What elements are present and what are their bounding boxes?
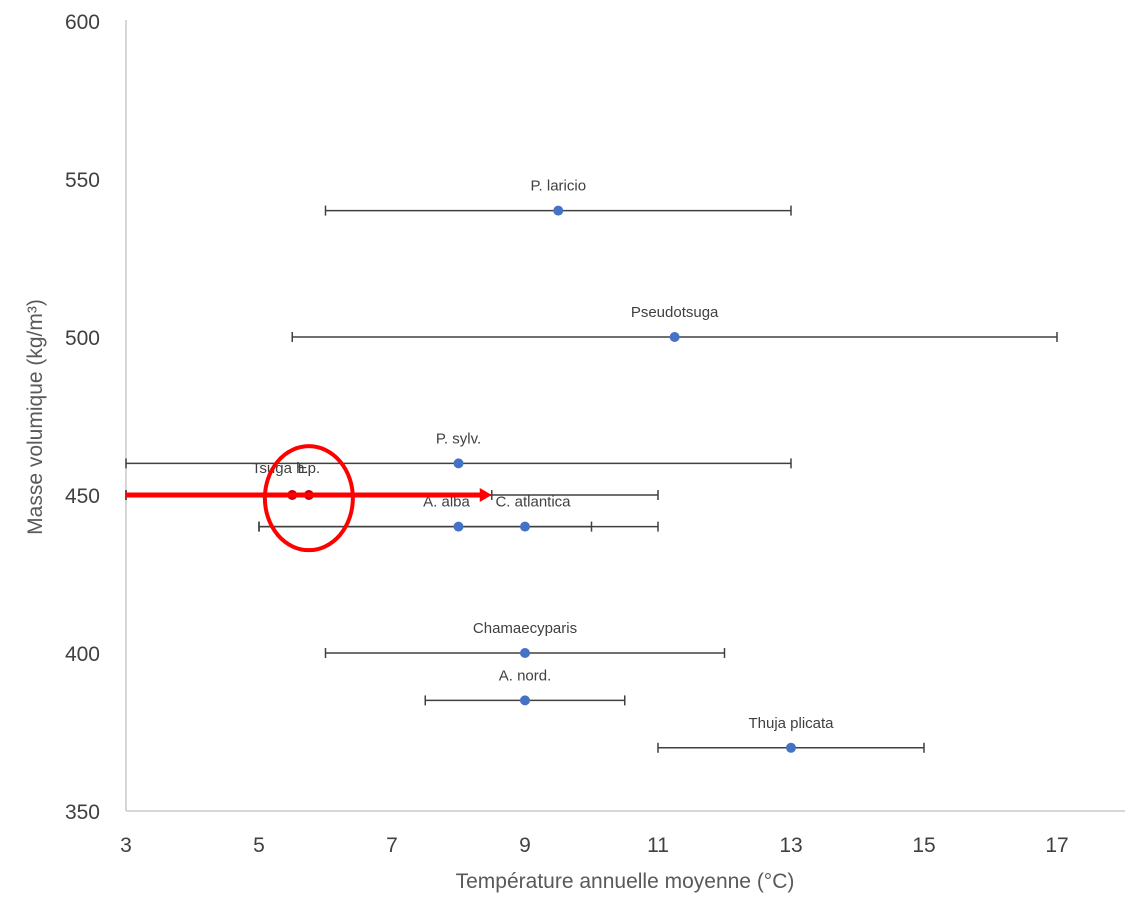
y-tick-label: 600 bbox=[65, 11, 100, 34]
point-label: C. atlantica bbox=[495, 494, 571, 511]
x-axis-title: Température annuelle moyenne (°C) bbox=[456, 870, 795, 893]
data-point bbox=[669, 332, 680, 342]
point-label: P. laricio bbox=[530, 178, 586, 195]
point-labels: P. laricio Pseudotsuga P. sylv. Tsuga h.Ep.… bbox=[252, 178, 834, 732]
x-tick-label: 7 bbox=[386, 834, 398, 857]
x-tick-label: 5 bbox=[253, 834, 265, 857]
data-point bbox=[520, 695, 530, 706]
y-tick-label: 550 bbox=[65, 169, 100, 192]
y-tick-label: 400 bbox=[65, 643, 100, 666]
point-label: P. sylv. bbox=[436, 430, 481, 447]
point-label: Chamaecyparis bbox=[473, 620, 577, 637]
data-point bbox=[453, 458, 464, 469]
data-point bbox=[786, 742, 796, 753]
error-bars bbox=[125, 205, 1058, 753]
y-tick-label: 500 bbox=[65, 327, 100, 350]
x-tick-label: 3 bbox=[120, 834, 132, 857]
x-tick-label: 13 bbox=[779, 834, 802, 857]
red-highlight-circle bbox=[262, 444, 355, 553]
data-point bbox=[520, 521, 530, 532]
red-arrow-head bbox=[479, 488, 492, 502]
point-label: Ep. bbox=[298, 460, 321, 477]
axes: 3 5 7 9 11 13 15 17 350 400 450 500 550 600 bbox=[65, 11, 1125, 857]
annotations bbox=[126, 444, 492, 553]
y-tick-label: 350 bbox=[65, 801, 100, 824]
y-tick-label: 450 bbox=[65, 485, 100, 508]
point-label: Thuja plicata bbox=[748, 715, 834, 732]
point-label: A. nord. bbox=[499, 667, 552, 684]
data-point bbox=[453, 521, 464, 532]
x-tick-label: 11 bbox=[647, 834, 669, 857]
data-point bbox=[553, 205, 564, 216]
point-label: A. alba bbox=[423, 494, 470, 511]
x-tick-label: 9 bbox=[519, 834, 531, 857]
y-axis-title: Masse volumique (kg/m³) bbox=[24, 299, 47, 535]
point-label: Tsuga h. bbox=[252, 460, 309, 477]
x-tick-label: 15 bbox=[912, 834, 935, 857]
x-tick-label: 17 bbox=[1045, 834, 1068, 857]
data-point bbox=[520, 648, 530, 658]
point-label: Pseudotsuga bbox=[631, 304, 719, 321]
